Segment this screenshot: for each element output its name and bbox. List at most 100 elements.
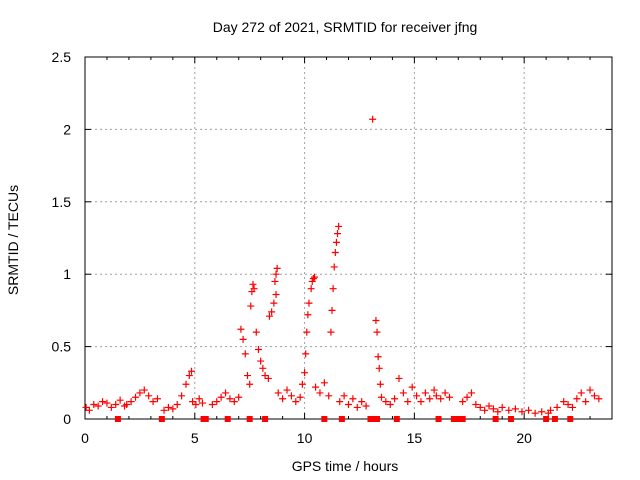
- data-point: [459, 398, 467, 406]
- data-point: [538, 408, 546, 416]
- y-tick-label: 0: [63, 411, 71, 427]
- data-point: [239, 335, 247, 343]
- data-point: [217, 393, 225, 401]
- data-point: [382, 398, 390, 406]
- data-point: [330, 263, 338, 271]
- data-point: [332, 238, 340, 246]
- data-point: [463, 393, 471, 401]
- data-point: [568, 403, 576, 411]
- data-point: [247, 302, 255, 310]
- data-point: [481, 406, 489, 414]
- data-point: [213, 398, 221, 406]
- data-point: [303, 328, 311, 336]
- data-point: [573, 395, 581, 403]
- data-point: [222, 389, 230, 397]
- data-point: [305, 299, 313, 307]
- zero-marker: [338, 416, 345, 422]
- data-point: [320, 379, 328, 387]
- data-point: [329, 285, 337, 293]
- data-point: [198, 399, 206, 407]
- data-point: [279, 395, 287, 403]
- data-point: [304, 311, 312, 319]
- data-point: [272, 290, 280, 298]
- data-point: [345, 401, 352, 409]
- data-point: [169, 405, 177, 413]
- data-point: [331, 248, 339, 256]
- zero-marker: [459, 416, 466, 422]
- data-point: [595, 395, 603, 403]
- gridlines: [85, 57, 612, 419]
- data-point: [99, 398, 107, 406]
- y-tick-labels: 0 0.5 1 1.5 2 2.5: [52, 49, 72, 427]
- data-point: [208, 401, 216, 409]
- data-point: [192, 401, 200, 409]
- data-point: [90, 401, 98, 409]
- data-point: [249, 280, 257, 288]
- data-point: [505, 406, 513, 414]
- y-axis-label: SRMTID / TECUs: [5, 185, 21, 295]
- data-point: [136, 389, 144, 397]
- data-point: [292, 398, 300, 406]
- data-point: [327, 328, 335, 336]
- data-point: [230, 398, 238, 406]
- data-point: [432, 392, 440, 400]
- data-point: [265, 312, 273, 320]
- data-point: [375, 364, 383, 372]
- zero-marker: [567, 416, 574, 422]
- data-point: [243, 372, 251, 380]
- data-point: [187, 367, 195, 375]
- data-point: [257, 357, 265, 365]
- zero-marker: [224, 416, 231, 422]
- zero-marker: [114, 416, 121, 422]
- data-point: [437, 395, 445, 403]
- data-point: [485, 402, 493, 410]
- data-point: [518, 408, 526, 416]
- data-point: [268, 308, 276, 316]
- data-point: [226, 395, 234, 403]
- data-point: [103, 399, 111, 407]
- data-point: [386, 401, 394, 409]
- data-point: [254, 345, 262, 353]
- data-point: [140, 386, 148, 394]
- chart-title: Day 272 of 2021, SRMTID for receiver jfn…: [213, 19, 478, 35]
- data-point: [270, 299, 278, 307]
- data-point: [273, 264, 281, 272]
- zero-marker: [455, 416, 462, 422]
- zero-marker: [492, 416, 499, 422]
- data-point: [259, 364, 267, 372]
- data-point: [399, 389, 407, 397]
- x-tick-label: 5: [191, 430, 199, 446]
- x-tick-label: 0: [81, 430, 89, 446]
- data-point: [417, 398, 425, 406]
- data-point: [441, 389, 449, 397]
- data-point: [494, 408, 502, 416]
- y-tick-label: 0.5: [52, 339, 72, 355]
- data-point: [577, 389, 585, 397]
- data-point: [413, 392, 421, 400]
- data-points: [82, 115, 603, 422]
- zero-marker: [543, 416, 550, 422]
- data-point: [353, 403, 361, 411]
- data-point: [525, 406, 533, 414]
- data-point: [476, 403, 484, 411]
- data-point: [123, 401, 131, 409]
- data-point: [309, 275, 317, 283]
- data-point: [377, 393, 385, 401]
- data-point: [307, 285, 315, 293]
- data-point: [107, 403, 115, 411]
- data-point: [498, 403, 506, 411]
- x-tick-labels: 0 5 10 15 20: [81, 430, 532, 446]
- data-point: [178, 392, 186, 400]
- data-point: [127, 398, 135, 406]
- data-point: [252, 328, 260, 336]
- y-tick-label: 2.5: [52, 49, 72, 65]
- x-axis-label: GPS time / hours: [292, 458, 399, 474]
- data-point: [553, 403, 561, 411]
- data-point: [116, 396, 124, 404]
- data-point: [325, 392, 333, 400]
- data-point: [271, 277, 279, 285]
- data-point: [328, 306, 336, 314]
- data-point: [511, 405, 519, 413]
- data-point: [164, 403, 172, 411]
- data-point: [369, 115, 377, 123]
